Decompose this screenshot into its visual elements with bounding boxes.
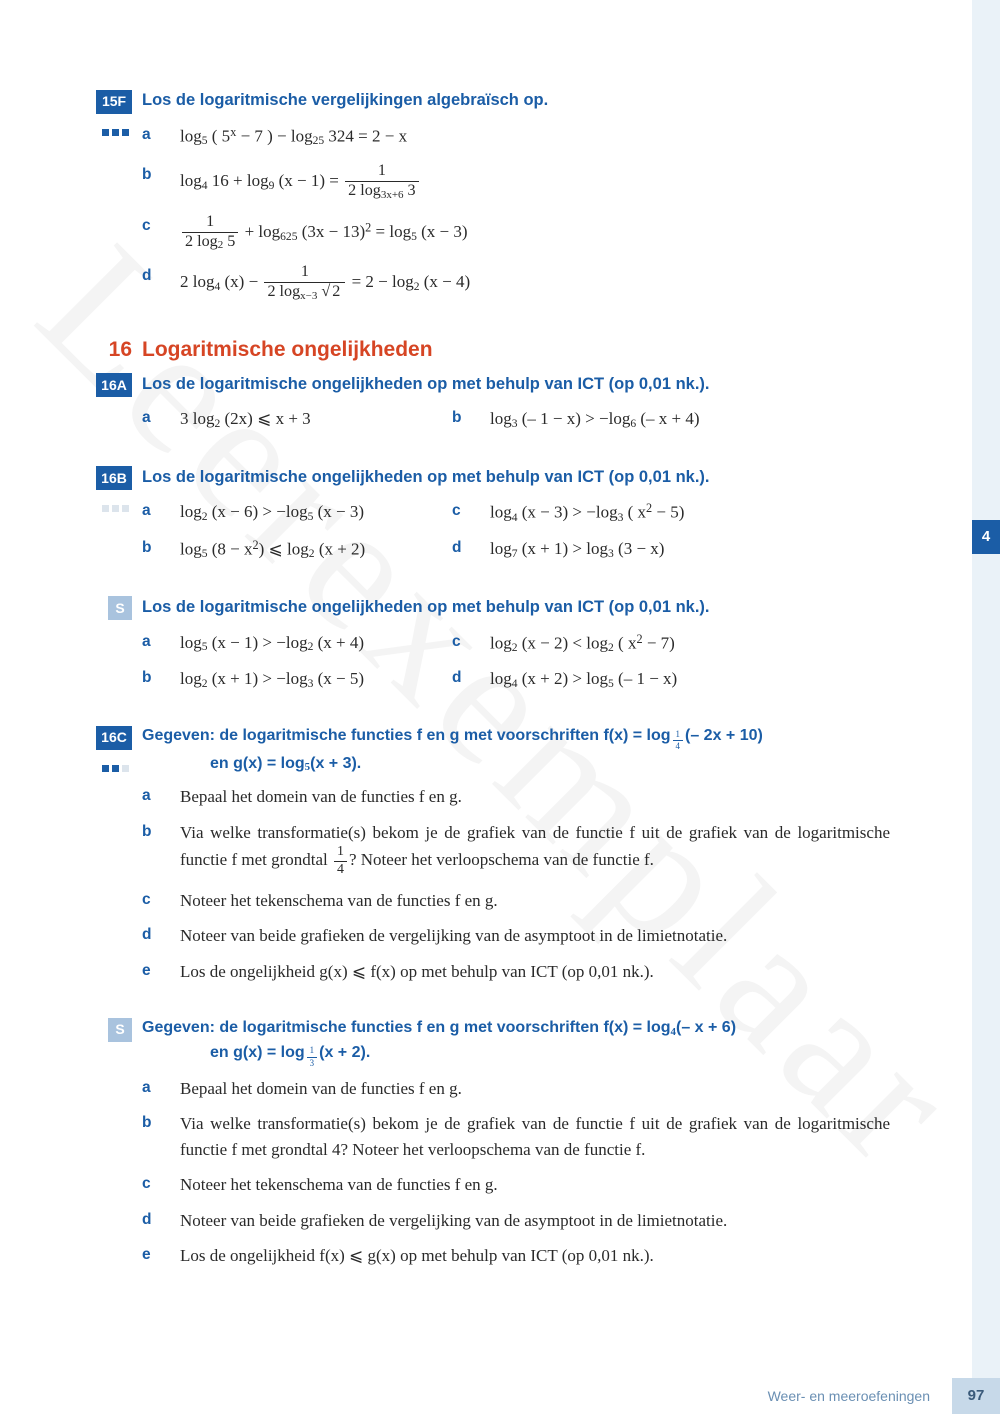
badge-16c: 16C xyxy=(96,726,132,750)
item-letter: d xyxy=(452,536,470,563)
ex-s2-a: Bepaal het domein van de functies f en g… xyxy=(180,1076,890,1102)
footer-text: Weer- en meeroefeningen xyxy=(768,1386,952,1407)
exercise-s2: S Gegeven: de logaritmische functies f e… xyxy=(92,1016,890,1279)
ex-s2-c: Noteer het tekenschema van de functies f… xyxy=(180,1172,890,1198)
ex-15f-a: log5 ( 5x − 7 ) − log25 324 = 2 − x xyxy=(180,123,890,150)
item-letter: c xyxy=(142,1172,160,1198)
item-letter: c xyxy=(142,888,160,914)
given-text: en g(x) = log xyxy=(210,1044,305,1061)
badge-16a: 16A xyxy=(96,373,132,397)
item-letter: d xyxy=(452,666,470,692)
section-16-heading: 16 Logaritmische ongelijkheden xyxy=(92,334,890,366)
given-text: (– 2x + 10) xyxy=(685,727,763,744)
badge-s1: S xyxy=(108,596,132,620)
given-text: en g(x) = log xyxy=(210,755,305,772)
given-text: (x + 3). xyxy=(310,755,361,772)
ex-16c-c: Noteer het tekenschema van de functies f… xyxy=(180,888,890,914)
item-letter: c xyxy=(452,630,470,657)
ex-s1-d: log4 (x + 2) > log5 (– 1 − x) xyxy=(490,666,677,692)
item-letter: d xyxy=(142,1208,160,1234)
ex-16a-head: Los de logaritmische ongelijkheden op me… xyxy=(142,372,890,397)
ex-s2-given: Gegeven: de logaritmische functies f en … xyxy=(142,1016,890,1068)
ex-s2-b: Via welke transformatie(s) bekom je de g… xyxy=(180,1111,890,1162)
ex-15f-d: 2 log4 (x) − 12 logx−3 √2 = 2 − log2 (x … xyxy=(180,264,890,302)
exercise-16c: 16C Gegeven: de logaritmische functies f… xyxy=(92,724,890,994)
footer: Weer- en meeroefeningen 97 xyxy=(768,1378,1000,1414)
given-text: (– x + 6) xyxy=(676,1019,736,1036)
item-letter: d xyxy=(142,264,160,302)
ex-16a-b: log3 (– 1 − x) > −log6 (– x + 4) xyxy=(490,406,700,432)
ex-s2-d: Noteer van beide grafieken de vergelijki… xyxy=(180,1208,890,1234)
item-letter: a xyxy=(142,123,160,150)
ex-16b-head: Los de logaritmische ongelijkheden op me… xyxy=(142,465,890,490)
difficulty-dots-16c xyxy=(96,754,132,780)
exercise-16b: 16B Los de logaritmische ongelijkheden o… xyxy=(92,465,890,573)
ex-16b-b: log5 (8 − x2) ⩽ log2 (x + 2) xyxy=(180,536,365,563)
item-letter: b xyxy=(142,666,160,692)
item-letter: a xyxy=(142,406,160,432)
item-letter: a xyxy=(142,630,160,657)
item-letter: a xyxy=(142,1076,160,1102)
ex-16b-c: log4 (x − 3) > −log3 ( x2 − 5) xyxy=(490,499,684,526)
exercise-16a: 16A Los de logaritmische ongelijkheden o… xyxy=(92,372,890,443)
ex-s1-c: log2 (x − 2) < log2 ( x2 − 7) xyxy=(490,630,675,657)
ex-s1-b: log2 (x + 1) > −log3 (x − 5) xyxy=(180,666,364,692)
item-letter: e xyxy=(142,1243,160,1269)
given-text: Gegeven: de logaritmische functies f en … xyxy=(142,1019,671,1036)
item-letter: b xyxy=(142,820,160,878)
ex-16c-b: Via welke transformatie(s) bekom je de g… xyxy=(180,820,890,878)
exercise-s1: S Los de logaritmische ongelijkheden op … xyxy=(92,595,890,703)
item-letter: b xyxy=(452,406,470,432)
item-letter: d xyxy=(142,923,160,949)
section-16-title: Logaritmische ongelijkheden xyxy=(142,338,433,361)
ex-15f-b: log4 16 + log9 (x − 1) = 12 log3x+6 3 xyxy=(180,163,890,201)
item-letter: a xyxy=(142,499,160,526)
ex-16a-a: 3 log2 (2x) ⩽ x + 3 xyxy=(180,406,311,432)
badge-s2: S xyxy=(108,1018,132,1042)
text-part: ? Noteer het verloopschema van de functi… xyxy=(349,850,654,869)
section-16-num: 16 xyxy=(109,338,132,361)
ex-16c-given: Gegeven: de logaritmische functies f en … xyxy=(142,724,890,776)
ex-s1-a: log5 (x − 1) > −log2 (x + 4) xyxy=(180,630,364,657)
badge-16b: 16B xyxy=(96,466,132,490)
badge-15f: 15F xyxy=(96,90,132,114)
item-letter: b xyxy=(142,1111,160,1162)
given-text: (x + 2). xyxy=(319,1044,370,1061)
ex-s2-e: Los de ongelijkheid f(x) ⩽ g(x) op met b… xyxy=(180,1243,890,1269)
ex-16b-d: log7 (x + 1) > log3 (3 − x) xyxy=(490,536,664,563)
ex-16c-d: Noteer van beide grafieken de vergelijki… xyxy=(180,923,890,949)
ex-s1-head: Los de logaritmische ongelijkheden op me… xyxy=(142,595,890,620)
difficulty-dots-16b xyxy=(96,494,132,520)
item-letter: b xyxy=(142,163,160,201)
exercise-15f: 15F Los de logaritmische vergelijkingen … xyxy=(92,88,890,312)
given-text: Gegeven: de logaritmische functies f en … xyxy=(142,727,671,744)
ex-16c-a: Bepaal het domein van de functies f en g… xyxy=(180,784,890,810)
item-letter: e xyxy=(142,959,160,985)
item-letter: a xyxy=(142,784,160,810)
ex-15f-head: Los de logaritmische vergelijkingen alge… xyxy=(142,88,890,113)
page-number: 97 xyxy=(952,1378,1000,1414)
difficulty-dots-15f xyxy=(96,118,132,144)
ex-16b-a: log2 (x − 6) > −log5 (x − 3) xyxy=(180,499,364,526)
item-letter: c xyxy=(142,214,160,252)
ex-16c-e: Los de ongelijkheid g(x) ⩽ f(x) op met b… xyxy=(180,959,890,985)
item-letter: c xyxy=(452,499,470,526)
ex-15f-c: 12 log2 5 + log625 (3x − 13)2 = log5 (x … xyxy=(180,214,890,252)
item-letter: b xyxy=(142,536,160,563)
